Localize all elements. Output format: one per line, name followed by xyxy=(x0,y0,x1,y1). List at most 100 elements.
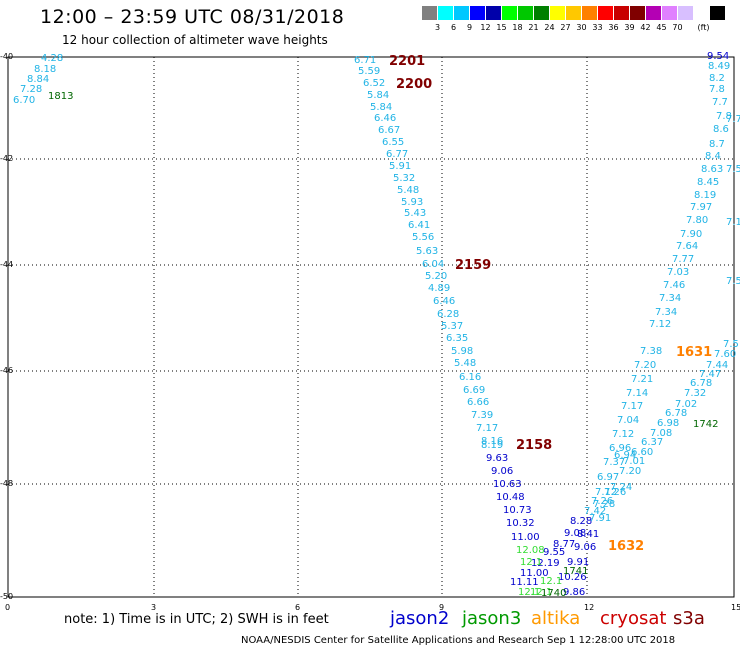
colorbar-swatch xyxy=(550,6,565,20)
wave-height-value: 7.12 xyxy=(612,429,635,440)
colorbar-label: 42 xyxy=(640,23,651,32)
wave-height-value: 7.60 xyxy=(714,349,737,360)
wave-height-value: 7.03 xyxy=(667,267,690,278)
colorbar-swatch xyxy=(566,6,581,20)
map-title: 12:00 – 23:59 UTC 08/31/2018 xyxy=(40,6,345,28)
wave-height-value: 6.98 xyxy=(657,418,680,429)
wave-height-value: 9.06 xyxy=(574,542,597,553)
wave-height-value: 5.91 xyxy=(389,161,412,172)
wave-height-value: 12.19 xyxy=(531,558,560,569)
wave-height-value: 7.97 xyxy=(690,202,713,213)
colorbar-label: 30 xyxy=(576,23,587,32)
wave-height-value: 7.46 xyxy=(663,280,686,291)
colorbar-label: 24 xyxy=(544,23,555,32)
colorbar-swatch xyxy=(646,6,661,20)
wave-height-value: 6.78 xyxy=(690,378,713,389)
latitude-tick: -44 xyxy=(0,260,14,269)
wave-height-value: 6.67 xyxy=(378,125,401,136)
wave-height-value: 7.28 xyxy=(593,499,616,510)
colorbar-label: 33 xyxy=(592,23,603,32)
wave-height-value: 7.5 xyxy=(723,339,739,350)
wave-height-value: 5.32 xyxy=(393,173,416,184)
colorbar-label: 27 xyxy=(560,23,571,32)
colorbar-swatch xyxy=(710,6,725,20)
wave-height-value: 1741 xyxy=(563,566,589,577)
wave-height-value: 7.34 xyxy=(655,307,678,318)
wave-height-value: 11.00 xyxy=(520,568,549,579)
wave-height-value: 10.32 xyxy=(506,518,535,529)
colorbar-label: 9 xyxy=(466,23,473,32)
wave-height-value: 12.1 xyxy=(520,557,543,568)
longitude-tick: 6 xyxy=(295,603,301,612)
wave-height-value: 6.97 xyxy=(597,472,620,483)
wave-height-value: 7.20 xyxy=(619,466,642,477)
wave-height-value: 8.2 xyxy=(709,73,725,84)
wave-height-value: 4.28 xyxy=(41,53,64,64)
wave-height-value: 9.08 xyxy=(564,528,587,539)
wave-height-value: 12.1 xyxy=(540,576,563,587)
colorbar-swatch xyxy=(630,6,645,20)
pass-time-label: 1632 xyxy=(608,539,645,554)
wave-height-value: 7.7 xyxy=(726,114,740,125)
wave-height-value: 7.37 xyxy=(603,457,626,468)
wave-height-value: 10.63 xyxy=(493,479,522,490)
wave-height-value: 7.12 xyxy=(595,487,618,498)
colorbar-swatch xyxy=(422,6,437,20)
wave-height-value: 6.52 xyxy=(363,78,386,89)
wave-height-value: 7.02 xyxy=(675,399,698,410)
wave-height-value: 6.04 xyxy=(422,259,445,270)
wave-height-value: 7.14 xyxy=(626,388,649,399)
pass-time-label: 2201 xyxy=(389,54,426,69)
wave-height-value: 7.44 xyxy=(706,360,729,371)
wave-height-value: 5.56 xyxy=(412,232,435,243)
wave-height-value: 7.77 xyxy=(672,254,695,265)
wave-height-value: 6.37 xyxy=(641,437,664,448)
wave-height-value: 5.98 xyxy=(451,346,474,357)
colorbar-swatch xyxy=(486,6,501,20)
colorbar-swatch xyxy=(502,6,517,20)
wave-height-value: 6.16 xyxy=(459,372,482,383)
wave-height-value: 8.6 xyxy=(713,124,729,135)
wave-height-value: 5.84 xyxy=(367,90,390,101)
wave-height-value: 5.63 xyxy=(416,246,439,257)
wave-height-value: 8.19 xyxy=(481,440,504,451)
wave-height-value: 7.17 xyxy=(476,423,499,434)
wave-height-value: 7.7 xyxy=(712,97,728,108)
wave-height-value: 8.7 xyxy=(709,139,725,150)
wave-height-value: 4.89 xyxy=(428,283,451,294)
wave-height-value: 8.4 xyxy=(705,151,721,162)
wave-height-value: 9.54 xyxy=(707,51,730,62)
wave-height-value: 11.00 xyxy=(511,532,540,543)
wave-height-value: 6.77 xyxy=(386,149,409,160)
wave-height-value: 1740 xyxy=(541,588,567,599)
colorbar-swatch xyxy=(534,6,549,20)
satellite-legend-altika: altika xyxy=(531,608,581,629)
note-text: note: 1) Time is in UTC; 2) SWH is in fe… xyxy=(64,612,329,627)
wave-height-value: 7.34 xyxy=(659,293,682,304)
satellite-legend-jason3: jason3 xyxy=(462,608,522,629)
colorbar-swatch xyxy=(518,6,533,20)
colorbar-swatch xyxy=(470,6,485,20)
pass-time-label: 2159 xyxy=(455,258,492,273)
wave-height-value: 5.84 xyxy=(370,102,393,113)
wave-height-value: 9.63 xyxy=(486,453,509,464)
wave-height-value: 7.17 xyxy=(621,401,644,412)
wave-height-value: 6.55 xyxy=(382,137,405,148)
wave-height-value: 7.04 xyxy=(617,415,640,426)
wave-height-value: 7.01 xyxy=(623,456,646,467)
wave-height-value: 7.1 xyxy=(726,217,740,228)
wave-height-value: 8.18 xyxy=(34,64,57,75)
pass-time-label: 2158 xyxy=(516,438,553,453)
wave-height-value: 8.63 xyxy=(701,164,724,175)
wave-height-value: 5.43 xyxy=(404,208,427,219)
wave-height-value: 8.16 xyxy=(481,436,504,447)
wave-height-value: 7.21 xyxy=(631,374,654,385)
colorbar-label: 21 xyxy=(528,23,539,32)
colorbar-swatch xyxy=(598,6,613,20)
satellite-legend-jason2: jason2 xyxy=(390,608,450,629)
wave-height-value: 6.96 xyxy=(609,443,632,454)
colorbar-label: 18 xyxy=(512,23,523,32)
wave-height-value: 9.55 xyxy=(543,547,566,558)
colorbar-label: 45 xyxy=(656,23,667,32)
wave-height-value: 12.1 xyxy=(518,587,541,598)
